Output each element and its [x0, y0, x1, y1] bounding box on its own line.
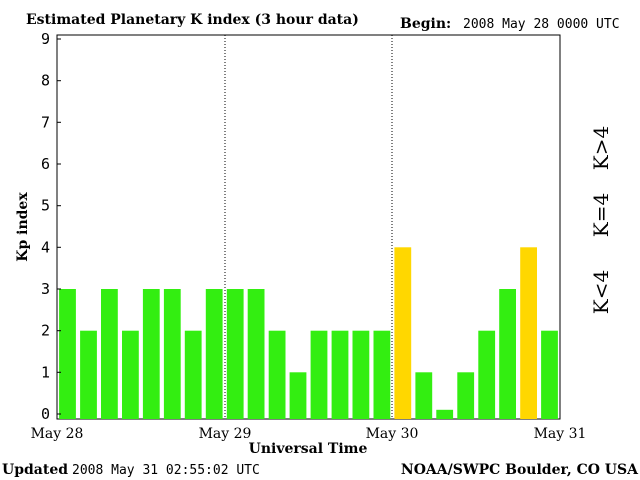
updated-value: 2008 May 31 02:55:02 UTC: [72, 463, 260, 478]
kp-bar: [415, 372, 433, 419]
y-tick-label: 6: [41, 155, 50, 173]
kp-bar: [184, 330, 202, 419]
y-tick-label: 3: [41, 280, 50, 298]
y-tick-label: 8: [41, 72, 50, 90]
kp-bar: [520, 247, 537, 419]
kp-bar: [499, 289, 516, 419]
kp-bar: [436, 409, 454, 419]
kp-bar: [457, 372, 475, 419]
kp-bar: [310, 330, 328, 419]
kp-bar: [205, 289, 223, 419]
y-tick-label: 0: [41, 405, 50, 423]
legend-k-greater-4: K>4: [589, 126, 613, 170]
kp-bar: [268, 330, 286, 419]
kp-bar: [59, 289, 76, 419]
y-tick-label: 1: [41, 363, 50, 381]
kp-bar: [394, 247, 412, 419]
kp-bar: [122, 330, 139, 419]
kp-bar: [101, 289, 118, 419]
y-tick-label: 9: [41, 30, 50, 48]
source-credit: NOAA/SWPC Boulder, CO USA: [401, 462, 639, 478]
bars-group: [59, 247, 558, 419]
updated-label: Updated: [2, 462, 68, 478]
plot-frame: [56, 34, 561, 420]
kp-bar: [541, 330, 558, 419]
kp-bar: [247, 289, 265, 419]
legend-k-less-4: K<4: [589, 270, 613, 314]
y-tick-label: 4: [41, 238, 50, 256]
x-axis-label: Universal Time: [249, 441, 368, 457]
day-label-may28: May 28: [31, 426, 84, 442]
begin-label: Begin:: [400, 16, 451, 32]
y-tick-label: 2: [41, 322, 50, 340]
day-label-may31: May 31: [534, 426, 587, 442]
y-axis-label: Kp index: [15, 192, 31, 262]
day-label-may29: May 29: [199, 426, 252, 442]
y-ticks-group: 0 1 2 3 4 5 6 7 8 9: [41, 30, 61, 423]
kp-bar: [289, 372, 307, 419]
kp-bar: [331, 330, 349, 419]
y-tick-label: 7: [41, 113, 50, 131]
kp-bar: [352, 330, 370, 419]
day-label-may30: May 30: [366, 426, 419, 442]
y-tick-label: 5: [41, 197, 50, 215]
kp-bar: [163, 289, 181, 419]
chart-title: Estimated Planetary K index (3 hour data…: [26, 12, 359, 28]
kp-bar: [142, 289, 160, 419]
kp-bar: [226, 289, 244, 419]
legend-k-equal-4: K=4: [589, 193, 613, 237]
kp-bar: [373, 330, 391, 419]
kp-bar: [80, 330, 97, 419]
kp-bar: [478, 330, 496, 419]
begin-value: 2008 May 28 0000 UTC: [463, 17, 620, 32]
